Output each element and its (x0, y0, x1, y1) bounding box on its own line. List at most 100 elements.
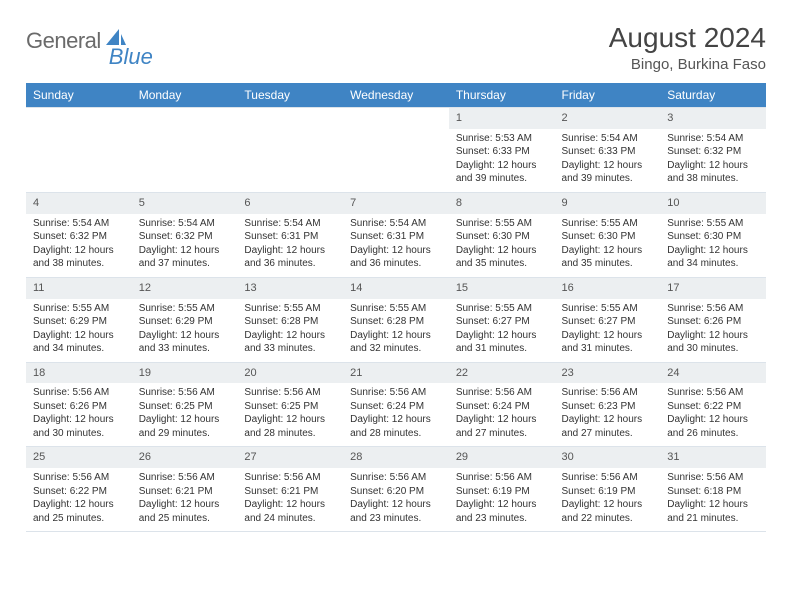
sunrise-line: Sunrise: 5:56 AM (33, 471, 125, 485)
day-body: Sunrise: 5:55 AMSunset: 6:28 PMDaylight:… (237, 299, 343, 362)
day-body: Sunrise: 5:54 AMSunset: 6:32 PMDaylight:… (132, 214, 238, 277)
sunset-line: Sunset: 6:29 PM (139, 315, 231, 329)
daylight-line: Daylight: 12 hours and 37 minutes. (139, 244, 231, 271)
sunset-line: Sunset: 6:28 PM (350, 315, 442, 329)
daylight-line: Daylight: 12 hours and 27 minutes. (456, 413, 548, 440)
day-body: Sunrise: 5:55 AMSunset: 6:27 PMDaylight:… (555, 299, 661, 362)
sunset-line: Sunset: 6:30 PM (667, 230, 759, 244)
col-saturday: Saturday (660, 83, 766, 108)
sunrise-line: Sunrise: 5:56 AM (350, 386, 442, 400)
day-number: 4 (26, 193, 132, 214)
day-number: 26 (132, 447, 238, 468)
sunset-line: Sunset: 6:30 PM (562, 230, 654, 244)
calendar-cell: 8Sunrise: 5:55 AMSunset: 6:30 PMDaylight… (449, 192, 555, 277)
daylight-line: Daylight: 12 hours and 39 minutes. (562, 159, 654, 186)
sunrise-line: Sunrise: 5:55 AM (139, 302, 231, 316)
daylight-line: Daylight: 12 hours and 38 minutes. (33, 244, 125, 271)
sunrise-line: Sunrise: 5:54 AM (667, 132, 759, 146)
day-body: Sunrise: 5:56 AMSunset: 6:19 PMDaylight:… (555, 468, 661, 531)
day-number: 31 (660, 447, 766, 468)
sunrise-line: Sunrise: 5:54 AM (244, 217, 336, 231)
sunset-line: Sunset: 6:22 PM (667, 400, 759, 414)
day-body: Sunrise: 5:56 AMSunset: 6:26 PMDaylight:… (660, 299, 766, 362)
day-number: 9 (555, 193, 661, 214)
sunset-line: Sunset: 6:33 PM (456, 145, 548, 159)
sunset-line: Sunset: 6:21 PM (139, 485, 231, 499)
calendar-cell: 5Sunrise: 5:54 AMSunset: 6:32 PMDaylight… (132, 192, 238, 277)
brand-word2: Blue (109, 44, 153, 70)
calendar-cell: 29Sunrise: 5:56 AMSunset: 6:19 PMDayligh… (449, 447, 555, 532)
sunrise-line: Sunrise: 5:56 AM (667, 386, 759, 400)
calendar-cell: 2Sunrise: 5:54 AMSunset: 6:33 PMDaylight… (555, 108, 661, 193)
day-number: 17 (660, 278, 766, 299)
day-number: 6 (237, 193, 343, 214)
sunrise-line: Sunrise: 5:55 AM (456, 302, 548, 316)
calendar-cell: 27Sunrise: 5:56 AMSunset: 6:21 PMDayligh… (237, 447, 343, 532)
sunset-line: Sunset: 6:26 PM (33, 400, 125, 414)
daylight-line: Daylight: 12 hours and 26 minutes. (667, 413, 759, 440)
calendar-cell: . (26, 108, 132, 193)
calendar-cell: 14Sunrise: 5:55 AMSunset: 6:28 PMDayligh… (343, 277, 449, 362)
day-body: Sunrise: 5:53 AMSunset: 6:33 PMDaylight:… (449, 129, 555, 192)
sunset-line: Sunset: 6:31 PM (350, 230, 442, 244)
daylight-line: Daylight: 12 hours and 33 minutes. (244, 329, 336, 356)
sunset-line: Sunset: 6:33 PM (562, 145, 654, 159)
day-number: 10 (660, 193, 766, 214)
day-number: 30 (555, 447, 661, 468)
sunrise-line: Sunrise: 5:54 AM (350, 217, 442, 231)
day-body: Sunrise: 5:56 AMSunset: 6:22 PMDaylight:… (26, 468, 132, 531)
daylight-line: Daylight: 12 hours and 22 minutes. (562, 498, 654, 525)
sunset-line: Sunset: 6:18 PM (667, 485, 759, 499)
day-number: 15 (449, 278, 555, 299)
calendar-cell: 20Sunrise: 5:56 AMSunset: 6:25 PMDayligh… (237, 362, 343, 447)
calendar-header-row: Sunday Monday Tuesday Wednesday Thursday… (26, 83, 766, 108)
calendar-cell: 19Sunrise: 5:56 AMSunset: 6:25 PMDayligh… (132, 362, 238, 447)
daylight-line: Daylight: 12 hours and 39 minutes. (456, 159, 548, 186)
sunset-line: Sunset: 6:25 PM (139, 400, 231, 414)
calendar-cell: . (343, 108, 449, 193)
sunrise-line: Sunrise: 5:56 AM (139, 386, 231, 400)
calendar-week-row: 25Sunrise: 5:56 AMSunset: 6:22 PMDayligh… (26, 447, 766, 532)
calendar-cell: . (132, 108, 238, 193)
daylight-line: Daylight: 12 hours and 27 minutes. (562, 413, 654, 440)
page-title: August 2024 (609, 22, 766, 54)
day-number: 8 (449, 193, 555, 214)
calendar-cell: 3Sunrise: 5:54 AMSunset: 6:32 PMDaylight… (660, 108, 766, 193)
sunset-line: Sunset: 6:20 PM (350, 485, 442, 499)
day-number: 19 (132, 363, 238, 384)
daylight-line: Daylight: 12 hours and 36 minutes. (350, 244, 442, 271)
day-number: 20 (237, 363, 343, 384)
day-body: Sunrise: 5:54 AMSunset: 6:32 PMDaylight:… (660, 129, 766, 192)
day-body: Sunrise: 5:56 AMSunset: 6:24 PMDaylight:… (449, 383, 555, 446)
day-number: 28 (343, 447, 449, 468)
sunrise-line: Sunrise: 5:56 AM (456, 471, 548, 485)
sunset-line: Sunset: 6:22 PM (33, 485, 125, 499)
col-monday: Monday (132, 83, 238, 108)
day-body: Sunrise: 5:55 AMSunset: 6:29 PMDaylight:… (132, 299, 238, 362)
sunset-line: Sunset: 6:29 PM (33, 315, 125, 329)
col-thursday: Thursday (449, 83, 555, 108)
daylight-line: Daylight: 12 hours and 35 minutes. (562, 244, 654, 271)
day-number: 24 (660, 363, 766, 384)
daylight-line: Daylight: 12 hours and 31 minutes. (562, 329, 654, 356)
day-body: Sunrise: 5:55 AMSunset: 6:28 PMDaylight:… (343, 299, 449, 362)
day-number: 2 (555, 108, 661, 129)
sunset-line: Sunset: 6:32 PM (667, 145, 759, 159)
calendar-cell: 18Sunrise: 5:56 AMSunset: 6:26 PMDayligh… (26, 362, 132, 447)
sunset-line: Sunset: 6:24 PM (456, 400, 548, 414)
sunset-line: Sunset: 6:28 PM (244, 315, 336, 329)
calendar-week-row: 11Sunrise: 5:55 AMSunset: 6:29 PMDayligh… (26, 277, 766, 362)
sunrise-line: Sunrise: 5:55 AM (456, 217, 548, 231)
day-number: 14 (343, 278, 449, 299)
calendar-cell: 1Sunrise: 5:53 AMSunset: 6:33 PMDaylight… (449, 108, 555, 193)
col-wednesday: Wednesday (343, 83, 449, 108)
sunrise-line: Sunrise: 5:56 AM (33, 386, 125, 400)
day-body: Sunrise: 5:56 AMSunset: 6:21 PMDaylight:… (237, 468, 343, 531)
sunrise-line: Sunrise: 5:54 AM (139, 217, 231, 231)
calendar-week-row: 18Sunrise: 5:56 AMSunset: 6:26 PMDayligh… (26, 362, 766, 447)
calendar-cell: 25Sunrise: 5:56 AMSunset: 6:22 PMDayligh… (26, 447, 132, 532)
day-body: Sunrise: 5:55 AMSunset: 6:30 PMDaylight:… (449, 214, 555, 277)
calendar-week-row: ....1Sunrise: 5:53 AMSunset: 6:33 PMDayl… (26, 108, 766, 193)
calendar-cell: 10Sunrise: 5:55 AMSunset: 6:30 PMDayligh… (660, 192, 766, 277)
sunset-line: Sunset: 6:27 PM (456, 315, 548, 329)
